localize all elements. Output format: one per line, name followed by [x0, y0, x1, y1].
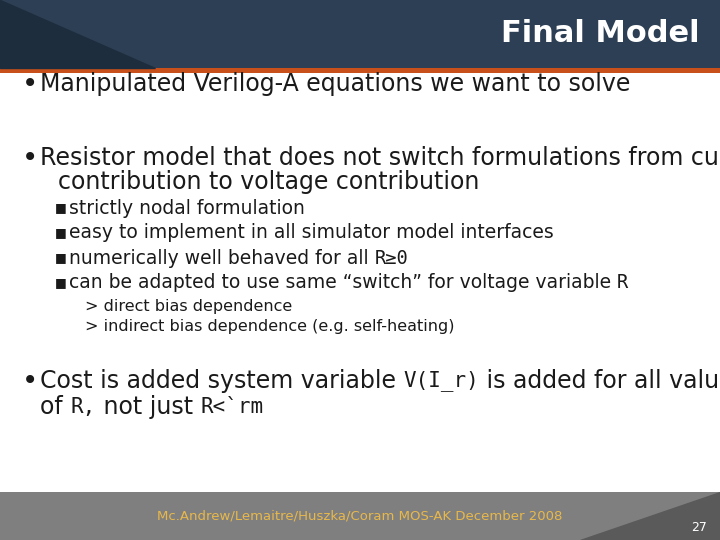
Polygon shape: [0, 0, 155, 68]
Text: ■: ■: [55, 226, 67, 240]
Text: contribution to voltage contribution: contribution to voltage contribution: [58, 170, 480, 194]
Text: > indirect bias dependence (e.g. self-heating): > indirect bias dependence (e.g. self-he…: [85, 320, 454, 334]
Text: Cost is added system variable: Cost is added system variable: [40, 369, 403, 393]
Text: 27: 27: [691, 521, 707, 534]
Text: ■: ■: [55, 276, 67, 289]
Text: V(I_r): V(I_r): [403, 370, 480, 392]
Text: strictly nodal formulation: strictly nodal formulation: [69, 199, 305, 218]
Text: Final Model: Final Model: [501, 19, 700, 49]
Text: Mc.Andrew/Lemaitre/Huszka/Coram MOS-AK December 2008: Mc.Andrew/Lemaitre/Huszka/Coram MOS-AK D…: [157, 510, 563, 523]
Text: Resistor model that does not switch formulations from current: Resistor model that does not switch form…: [40, 146, 720, 170]
Polygon shape: [580, 492, 720, 540]
Text: numerically well behaved for all: numerically well behaved for all: [69, 248, 374, 267]
Text: Manipulated Verilog-A equations we want to solve: Manipulated Verilog-A equations we want …: [40, 72, 631, 96]
Text: ■: ■: [55, 201, 67, 214]
Text: not just: not just: [96, 395, 200, 419]
Text: •: •: [22, 70, 38, 98]
Text: > direct bias dependence: > direct bias dependence: [85, 299, 292, 314]
Text: R,: R,: [71, 397, 96, 417]
Text: R≥0: R≥0: [374, 248, 408, 267]
FancyBboxPatch shape: [0, 0, 720, 68]
Text: •: •: [22, 144, 38, 172]
Text: •: •: [22, 367, 38, 395]
Text: easy to implement in all simulator model interfaces: easy to implement in all simulator model…: [69, 224, 554, 242]
Text: ■: ■: [55, 252, 67, 265]
Text: R<`rm: R<`rm: [200, 397, 264, 417]
FancyBboxPatch shape: [0, 68, 720, 73]
Text: of: of: [40, 395, 71, 419]
Text: R: R: [617, 273, 629, 293]
Text: can be adapted to use same “switch” for voltage variable: can be adapted to use same “switch” for …: [69, 273, 617, 293]
Text: is added for all values: is added for all values: [480, 369, 720, 393]
FancyBboxPatch shape: [0, 492, 720, 540]
